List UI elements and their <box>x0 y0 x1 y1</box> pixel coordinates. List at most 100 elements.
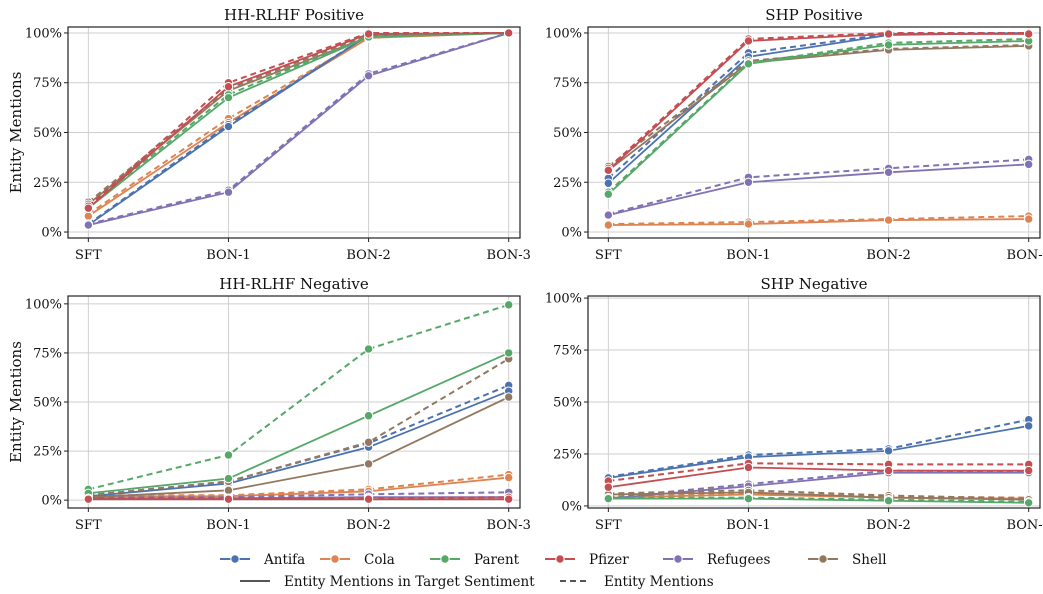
y-tick-label: 25% <box>33 176 62 191</box>
y-tick-label: 0% <box>561 226 582 241</box>
line-antifa-mentions <box>608 418 1029 478</box>
x-tick-label-bon-3: BON-3 <box>486 248 531 263</box>
legend-item-shell: Shell <box>808 552 887 568</box>
x-tick-label-bon-1: BON-1 <box>206 518 251 533</box>
legend-label-parent: Parent <box>474 552 520 568</box>
panel-shp-positive: SHP Positive 0% 25% 50% 75% 100% SFT BON-1 BON-2… <box>545 6 1043 263</box>
y-tick-label: 100% <box>25 297 62 312</box>
legend-item-pfizer: Pfizer <box>545 552 629 568</box>
panel-title: HH-RLHF Negative <box>219 275 369 293</box>
point-shell-target-bon-1 <box>223 485 234 496</box>
legend-label-refugees: Refugees <box>707 552 770 568</box>
panel-title: HH-RLHF Positive <box>224 6 364 24</box>
x-tick-label-bon-2: BON-2 <box>346 518 391 533</box>
x-tick-label-sft: SFT <box>595 518 622 533</box>
point-parent-target-bon-2 <box>883 496 894 506</box>
y-tick-label: 25% <box>33 445 62 460</box>
panel-hh-rlhf-negative: HH-RLHF Negative 0% 25% 50% 75% 100% SFT BON-1 B… <box>7 275 531 533</box>
legend-label-shell: Shell <box>852 552 887 568</box>
line-refugees-mentions <box>88 32 509 226</box>
line-shell-target <box>607 45 1029 172</box>
point-parent-target-sft <box>603 189 614 199</box>
point-parent-target-bon-3 <box>1024 498 1034 508</box>
panel-title: SHP Negative <box>761 275 868 293</box>
legend-swatch-marker-parent <box>440 554 450 564</box>
line-parent-mentions <box>607 37 1029 193</box>
point-cola-target-bon-2 <box>883 215 894 225</box>
y-tick-label: 75% <box>553 76 582 91</box>
point-antifa-target-bon-1 <box>223 121 234 132</box>
y-axis-label: Entity Mentions <box>7 341 25 463</box>
line-shell-target <box>88 396 510 499</box>
point-pfizer-target-sft <box>603 482 614 492</box>
line-refugees-target <box>608 163 1029 216</box>
point-refugees-target-sft <box>603 210 614 220</box>
point-shell-target-bon-2 <box>363 459 374 469</box>
legend-swatch-marker-pfizer <box>555 554 565 564</box>
series-cola <box>603 211 1034 230</box>
x-tick-label-bon-3: BON-3 <box>486 518 531 533</box>
legend-item-antifa: Antifa <box>220 552 305 568</box>
point-parent-target-bon-3 <box>504 348 514 358</box>
line-shell-mentions <box>88 357 510 497</box>
point-pfizer-target-bon-2 <box>883 465 894 476</box>
line-refugees-target <box>88 32 509 226</box>
point-pfizer-target-sft <box>603 165 614 176</box>
x-tick-label-bon-1: BON-1 <box>726 248 771 263</box>
point-pfizer-target-bon-2 <box>363 494 374 504</box>
point-parent-target-bon-2 <box>363 411 374 421</box>
y-tick-label: 25% <box>553 447 582 462</box>
point-parent-target-bon-1 <box>743 59 754 69</box>
point-cola-target-sft <box>83 211 94 221</box>
line-pfizer-mentions <box>88 496 509 500</box>
line-parent-target <box>87 32 509 209</box>
series-refugees <box>603 154 1034 220</box>
legend-style-label: Entity Mentions in Target Sentiment <box>284 574 535 590</box>
y-tick-label: 50% <box>33 396 62 411</box>
point-parent-mentions-bon-2 <box>363 344 374 354</box>
panel-hh-rlhf-positive: HH-RLHF Positive 0% 25% 50% 75% 100% SFT BON-1 B… <box>7 6 531 263</box>
legend-item-parent: Parent <box>430 552 520 568</box>
x-tick-label-sft: SFT <box>75 518 102 533</box>
line-antifa-target <box>608 425 1029 479</box>
legend-item-refugees: Refugees <box>663 552 770 568</box>
y-tick-label: 50% <box>33 126 62 141</box>
y-tick-label: 0% <box>41 494 62 509</box>
legend-label-antifa: Antifa <box>263 552 305 568</box>
y-tick-label: 0% <box>41 226 62 241</box>
line-cola-mentions <box>88 473 509 497</box>
legend-style-entity-mentions-in-target-sentiment: Entity Mentions in Target Sentiment <box>240 574 535 590</box>
y-tick-label: 75% <box>33 346 62 361</box>
point-refugees-target-bon-1 <box>223 187 234 197</box>
point-refugees-target-sft <box>83 220 94 230</box>
line-parent-target <box>608 497 1029 504</box>
x-tick-label-bon-3: BON-3 <box>1006 518 1043 533</box>
panel-title: SHP Positive <box>765 6 863 24</box>
y-tick-label: 0% <box>561 499 582 514</box>
line-shell-mentions <box>607 43 1029 168</box>
series-parent <box>83 28 514 213</box>
x-tick-label-sft: SFT <box>595 248 622 263</box>
point-pfizer-target-bon-1 <box>743 462 754 473</box>
y-tick-label: 75% <box>553 344 582 359</box>
point-parent-target-bon-1 <box>223 92 234 103</box>
line-pfizer-mentions <box>607 31 1029 170</box>
line-pfizer-target <box>607 33 1029 171</box>
point-parent-target-bon-2 <box>883 40 894 50</box>
point-parent-target-bon-1 <box>223 473 234 484</box>
x-tick-label-sft: SFT <box>75 248 102 263</box>
point-refugees-target-bon-1 <box>743 177 754 187</box>
line-cola-mentions <box>608 215 1029 226</box>
series-shell <box>83 354 514 502</box>
legend: Antifa Cola Parent Pfizer Refugees Shell Entit… <box>220 552 887 590</box>
point-parent-target-sft <box>603 493 614 504</box>
panel-shp-negative: SHP Negative 0% 25% 50% 75% 100% SFT BON-1 BON-2… <box>545 275 1043 533</box>
point-cola-target-bon-3 <box>1024 214 1034 224</box>
line-parent-mentions <box>88 303 510 491</box>
point-pfizer-target-sft <box>83 494 94 504</box>
y-tick-label: 50% <box>553 396 582 411</box>
y-tick-label: 100% <box>25 26 62 41</box>
point-pfizer-target-bon-1 <box>223 82 234 92</box>
point-shell-mentions-bon-2 <box>363 437 374 447</box>
